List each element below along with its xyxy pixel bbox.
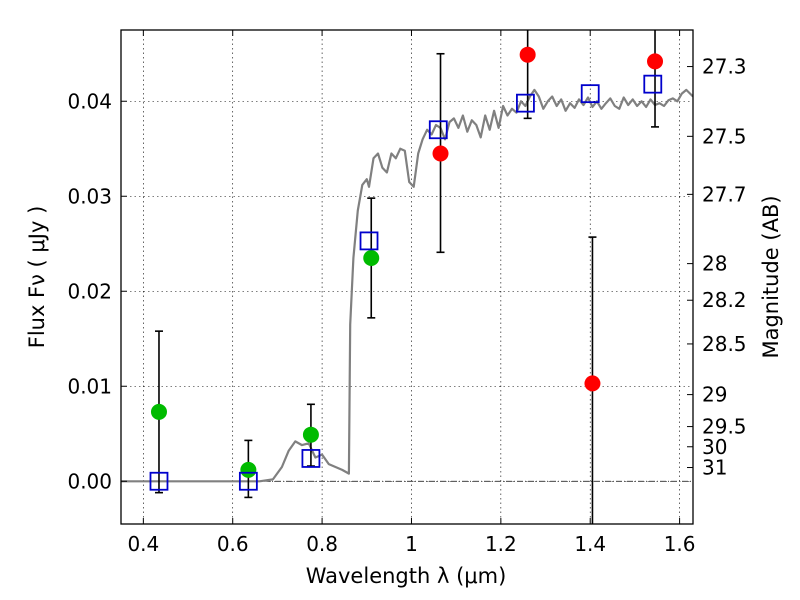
y-tick-label: 0.04 (67, 89, 112, 113)
x-tick-label: 0.8 (306, 532, 338, 556)
model-point (149, 471, 169, 491)
y-tick-label: 0.00 (67, 469, 112, 493)
observed-point (647, 53, 664, 70)
model-point (428, 120, 448, 140)
x-tick-label: 0.4 (127, 532, 159, 556)
data-layer (121, 88, 693, 483)
x-tick-label: 1.2 (485, 532, 517, 556)
y2-tick-label: 31 (702, 456, 727, 480)
tick-layer: 0.4 0.6 0.8 1 1.2 1.4 1.6 0.00 0.01 0.02 0.03 0.04 2… (67, 30, 747, 556)
grid-layer (121, 30, 693, 524)
model-spectrum-line (121, 88, 693, 483)
x-tick-label: 1.4 (574, 532, 606, 556)
model-point (301, 449, 321, 468)
observed-point (150, 403, 167, 420)
x-axis-label: Wavelength λ (μm) (306, 564, 507, 588)
y2-tick-label: 27.7 (702, 182, 747, 206)
model-point (359, 231, 379, 251)
observed-point (363, 250, 380, 266)
y2-tick-label: 27.5 (702, 124, 747, 148)
observed-point (240, 461, 257, 478)
y-tick-label: 0.01 (67, 374, 112, 398)
y-tick-label: 0.03 (67, 184, 112, 208)
model-point (516, 93, 535, 113)
y2-tick-label: 28 (702, 252, 727, 276)
observed-point (302, 426, 319, 443)
x-tick-label: 0.6 (217, 532, 249, 556)
observed-point (584, 375, 601, 392)
y2-tick-label: 27.3 (702, 55, 747, 79)
y2-tick-label: 28.2 (702, 288, 747, 312)
plot-frame (120, 29, 694, 525)
y2-tick-label: 29.5 (702, 415, 747, 439)
model-point (580, 84, 600, 104)
y2-tick-label: 30 (702, 435, 727, 459)
errorbar-layer (149, 30, 664, 524)
y-axis-label: Flux Fν ( μJy ) (25, 206, 49, 349)
x-tick-label: 1.6 (664, 532, 696, 556)
observed-point (432, 145, 449, 162)
model-point (643, 74, 663, 94)
observed-point (519, 46, 536, 63)
model-point (238, 471, 258, 491)
y2-tick-label: 29 (702, 383, 727, 407)
x-tick-label: 1 (405, 532, 418, 556)
y2-axis-label: Magnitude (AB) (759, 195, 783, 358)
y2-tick-label: 28.5 (702, 332, 747, 356)
y-tick-label: 0.02 (67, 279, 112, 303)
